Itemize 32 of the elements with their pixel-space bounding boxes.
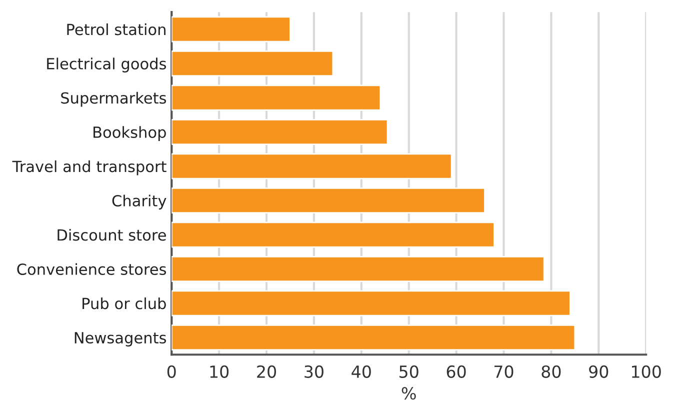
x-tick-label: 90 bbox=[589, 365, 608, 378]
y-tick-label: Newsagents bbox=[74, 332, 166, 346]
bar bbox=[172, 153, 452, 180]
y-tick-label: Supermarkets bbox=[61, 92, 166, 107]
bar bbox=[172, 84, 382, 111]
x-tick-label: 0 bbox=[167, 365, 176, 378]
bar bbox=[172, 324, 576, 351]
x-tick-label: 60 bbox=[446, 365, 466, 378]
bar bbox=[172, 187, 486, 214]
x-tick-label: 100 bbox=[632, 365, 661, 378]
bar bbox=[172, 16, 291, 42]
y-tick-label: Travel and transport bbox=[12, 160, 166, 176]
x-axis-title: % bbox=[402, 387, 416, 400]
bar bbox=[172, 50, 334, 76]
x-tick-label: 70 bbox=[494, 365, 514, 378]
bar bbox=[172, 222, 495, 248]
bar bbox=[172, 290, 571, 316]
y-tick-label: Pub or club bbox=[82, 297, 166, 310]
x-tick-label: 50 bbox=[400, 365, 418, 378]
x-tick-label: 80 bbox=[542, 365, 561, 378]
x-tick-label: 10 bbox=[210, 365, 229, 378]
x-tick-label: 20 bbox=[257, 365, 276, 378]
y-tick-label: Charity bbox=[112, 194, 166, 210]
y-tick-label: Convenience stores bbox=[17, 263, 166, 276]
y-tick-label: Electrical goods bbox=[47, 58, 166, 72]
y-tick-label: Bookshop bbox=[94, 126, 166, 141]
x-tick-label: 30 bbox=[304, 365, 324, 378]
y-tick-label: Petrol station bbox=[67, 23, 166, 36]
x-tick-label: 40 bbox=[352, 365, 371, 378]
bar bbox=[172, 256, 545, 282]
bar bbox=[172, 118, 388, 146]
y-tick-label: Discount store bbox=[58, 228, 166, 241]
